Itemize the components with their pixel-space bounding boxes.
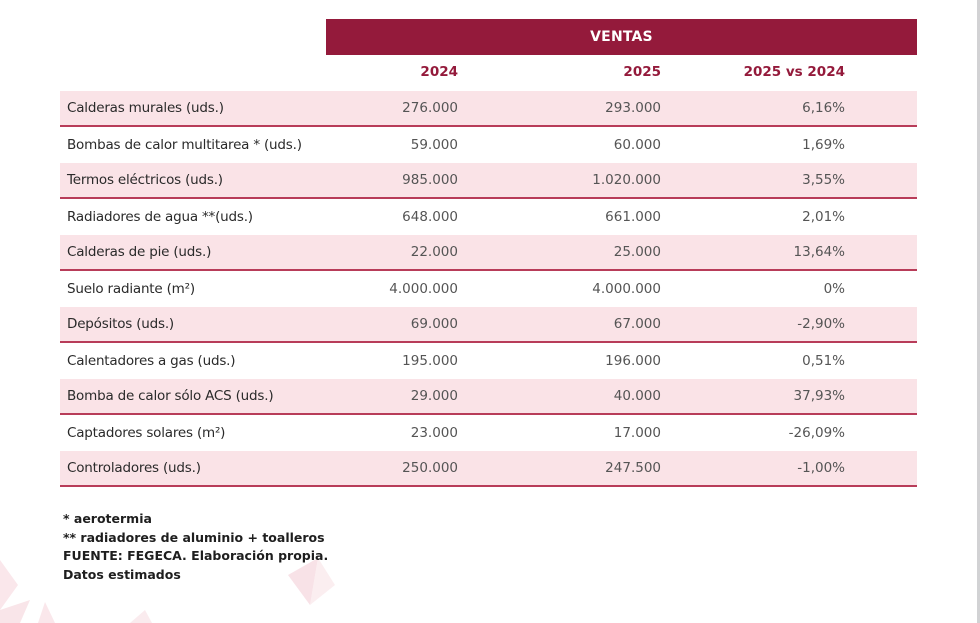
column-header-change: 2025 vs 2024 — [743, 64, 845, 80]
value-change: -26,09% — [788, 425, 845, 441]
value-2024: 29.000 — [410, 388, 458, 404]
table-row: Calderas murales (uds.) 276.000 293.000 … — [60, 91, 917, 127]
value-2024: 985.000 — [402, 172, 458, 188]
value-2024: 22.000 — [410, 244, 458, 260]
value-2024: 59.000 — [410, 137, 458, 153]
sales-table: Calderas murales (uds.) 276.000 293.000 … — [60, 91, 917, 487]
table-row: Bombas de calor multitarea * (uds.) 59.0… — [60, 127, 917, 163]
row-label: Calderas de pie (uds.) — [67, 244, 212, 260]
row-label: Calderas murales (uds.) — [67, 100, 224, 116]
row-label: Termos eléctricos (uds.) — [67, 172, 223, 188]
value-change: 3,55% — [802, 172, 845, 188]
table-row: Captadores solares (m²) 23.000 17.000 -2… — [60, 415, 917, 451]
value-2025: 60.000 — [613, 137, 661, 153]
scrollbar[interactable] — [977, 0, 980, 623]
table-row: Bomba de calor sólo ACS (uds.) 29.000 40… — [60, 379, 917, 415]
table-row: Suelo radiante (m²) 4.000.000 4.000.000 … — [60, 271, 917, 307]
table-row: Controladores (uds.) 250.000 247.500 -1,… — [60, 451, 917, 487]
value-2025: 1.020.000 — [592, 172, 661, 188]
value-2024: 23.000 — [410, 425, 458, 441]
row-label: Bomba de calor sólo ACS (uds.) — [67, 388, 274, 404]
value-change: -1,00% — [797, 460, 845, 476]
row-label: Radiadores de agua **(uds.) — [67, 209, 253, 225]
value-2025: 293.000 — [605, 100, 661, 116]
value-2024: 4.000.000 — [389, 281, 458, 297]
column-header-2024: 2024 — [420, 64, 458, 80]
value-change: 37,93% — [793, 388, 845, 404]
value-change: 6,16% — [802, 100, 845, 116]
footnote-estimated: Datos estimados — [63, 566, 181, 582]
table-row: Calderas de pie (uds.) 22.000 25.000 13,… — [60, 235, 917, 271]
row-label: Depósitos (uds.) — [67, 316, 174, 332]
row-label: Suelo radiante (m²) — [67, 281, 195, 297]
column-header-2025: 2025 — [623, 64, 661, 80]
value-change: -2,90% — [797, 316, 845, 332]
value-2025: 17.000 — [613, 425, 661, 441]
footnote-aerotermia: * aerotermia — [63, 511, 152, 526]
value-change: 1,69% — [802, 137, 845, 153]
table-row: Radiadores de agua **(uds.) 648.000 661.… — [60, 199, 917, 235]
row-label: Captadores solares (m²) — [67, 425, 226, 441]
value-2024: 276.000 — [402, 100, 458, 116]
value-change: 13,64% — [793, 244, 845, 260]
value-change: 0% — [823, 281, 845, 297]
value-change: 2,01% — [802, 209, 845, 225]
footnote-source: FUENTE: FEGECA. Elaboración propia. — [63, 548, 329, 563]
ventas-title: VENTAS — [590, 29, 653, 45]
row-label: Calentadores a gas (uds.) — [67, 353, 236, 369]
row-label: Controladores (uds.) — [67, 460, 201, 476]
value-2025: 247.500 — [605, 460, 661, 476]
value-change: 0,51% — [802, 353, 845, 369]
footnote-radiadores: ** radiadores de aluminio + toalleros — [63, 529, 325, 545]
value-2025: 25.000 — [613, 244, 661, 260]
value-2025: 661.000 — [605, 209, 661, 225]
value-2024: 195.000 — [402, 353, 458, 369]
value-2025: 67.000 — [613, 316, 661, 332]
value-2025: 40.000 — [613, 388, 661, 404]
row-label: Bombas de calor multitarea * (uds.) — [67, 137, 302, 153]
value-2024: 250.000 — [402, 460, 458, 476]
value-2025: 196.000 — [605, 353, 661, 369]
value-2024: 648.000 — [402, 209, 458, 225]
ventas-header-band: VENTAS — [326, 19, 917, 55]
table-row: Calentadores a gas (uds.) 195.000 196.00… — [60, 343, 917, 379]
footnotes: * aerotermia ** radiadores de aluminio +… — [63, 510, 328, 584]
value-2024: 69.000 — [410, 316, 458, 332]
value-2025: 4.000.000 — [592, 281, 661, 297]
table-row: Depósitos (uds.) 69.000 67.000 -2,90% — [60, 307, 917, 343]
table-row: Termos eléctricos (uds.) 985.000 1.020.0… — [60, 163, 917, 199]
